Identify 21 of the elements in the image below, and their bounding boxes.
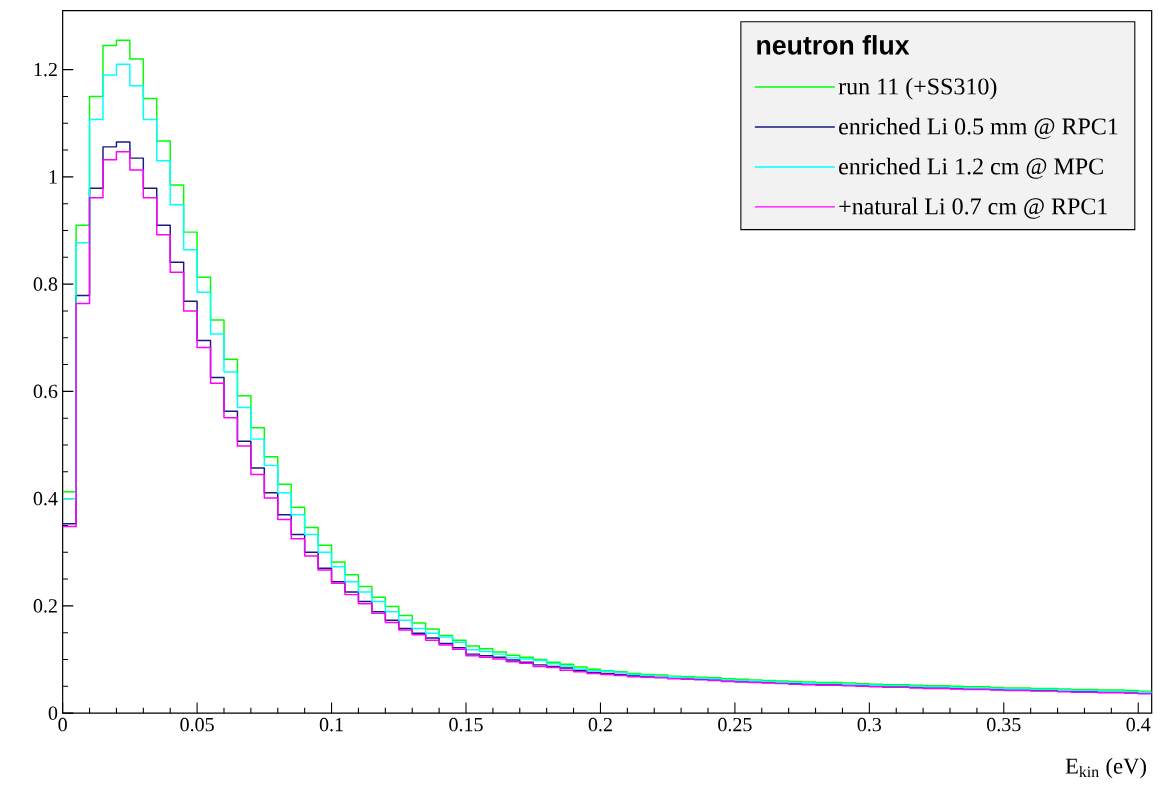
y-tick-label: 1.2: [34, 63, 57, 77]
legend-label: enriched Li 1.2 cm @ MPC: [839, 157, 1103, 179]
y-tick-label: 0.2: [33, 599, 57, 613]
x-tick-label: 0.25: [718, 717, 752, 732]
x-tick-label: 0.35: [987, 717, 1021, 732]
x-tick-label: 0.2: [588, 717, 612, 732]
legend-label: +natural Li 0.7 cm @ RPC1: [839, 197, 1107, 219]
legend-label: run 11 (+SS310): [838, 77, 997, 100]
y-tick-label: 0.8: [33, 277, 58, 292]
y-tick-label: 0.4: [33, 491, 58, 506]
x-tick-label: 0.3: [857, 717, 882, 732]
legend-title: neutron flux: [757, 35, 910, 55]
legend-label: enriched Li 0.5 mm @ RPC1: [839, 117, 1118, 139]
x-tick-label: 0.4: [1126, 717, 1151, 732]
y-tick-label: 1: [49, 170, 57, 184]
x-tick-label: 0.15: [449, 717, 483, 732]
x-tick-label: 0.1: [319, 717, 343, 732]
x-axis-title: E$_{kin}$ (eV): [1065, 757, 1146, 779]
y-tick-label: 0.6: [33, 384, 58, 399]
x-tick-label: 0.05: [180, 717, 214, 732]
y-tick-label: 0: [48, 706, 58, 720]
